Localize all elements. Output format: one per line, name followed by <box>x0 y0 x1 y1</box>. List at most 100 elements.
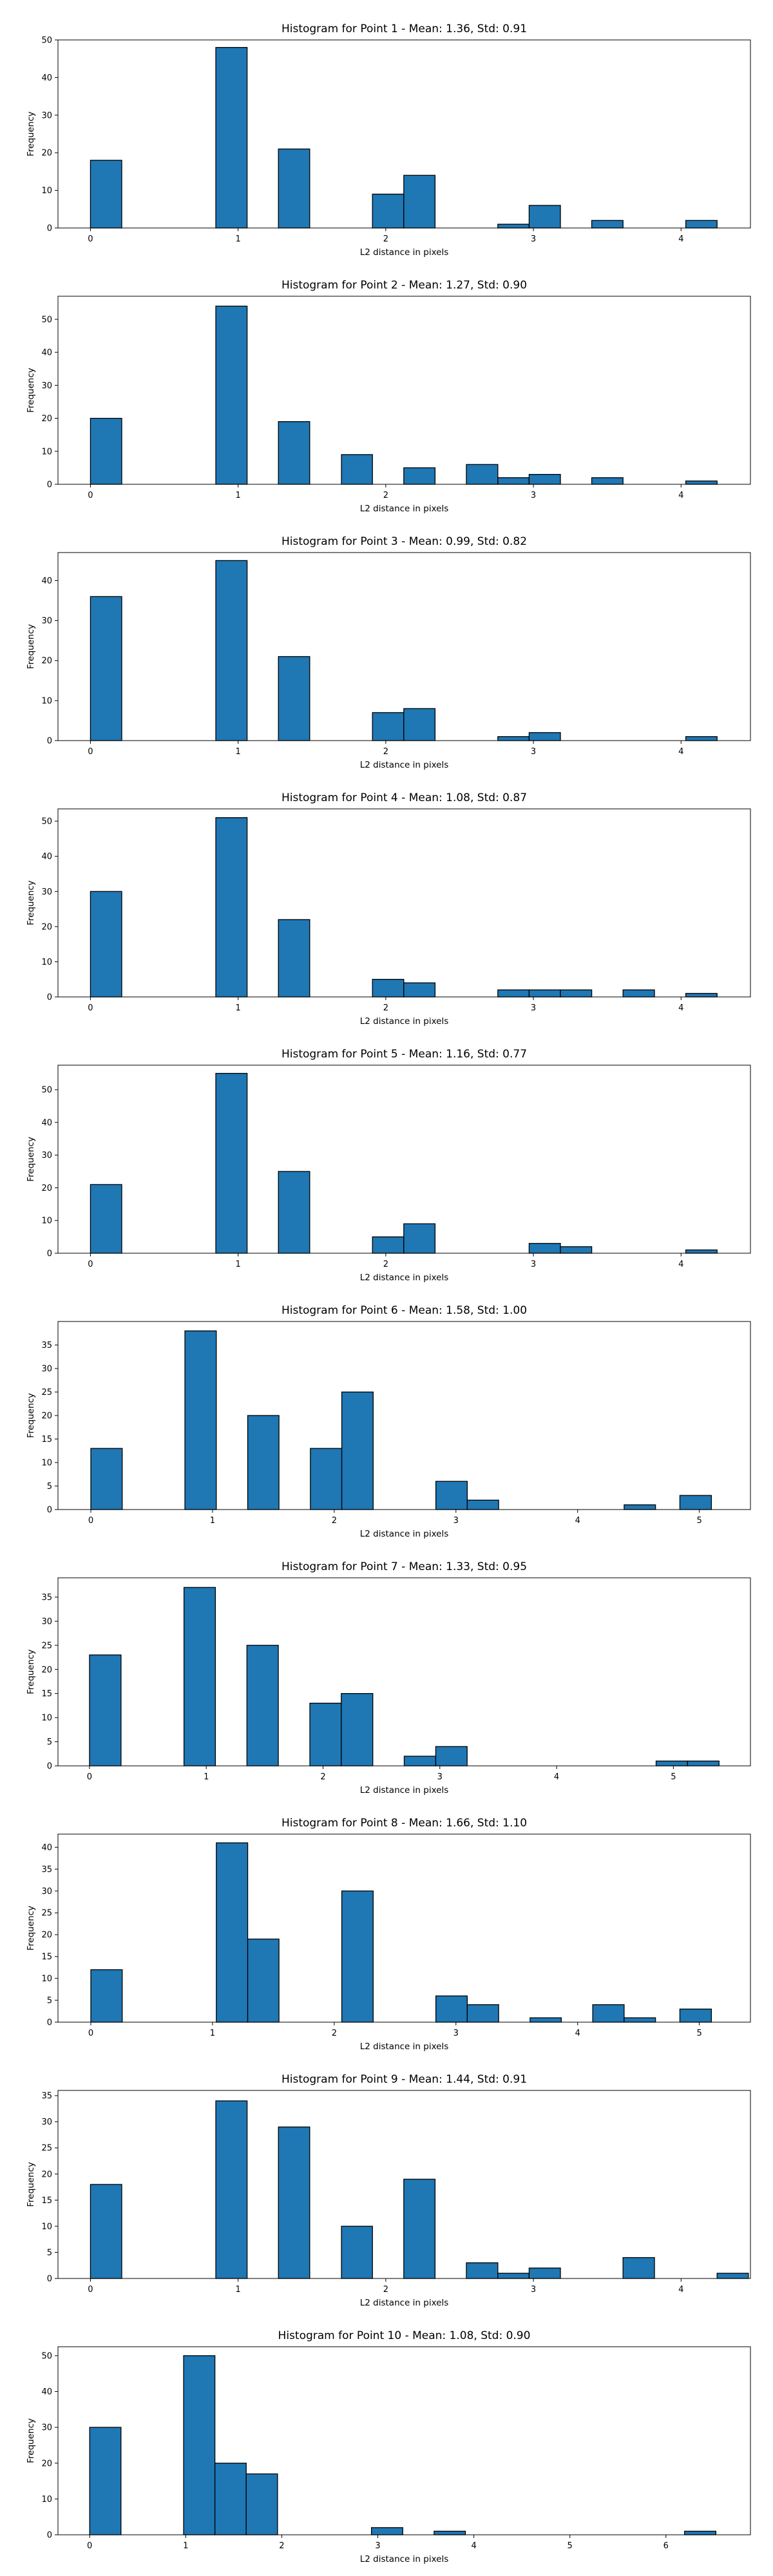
histogram-bar <box>560 989 593 998</box>
histogram-bar <box>403 175 436 229</box>
y-axis-label: Frequency <box>26 880 36 925</box>
x-tick-label: 4 <box>678 1260 683 1269</box>
y-tick-label: 30 <box>41 2423 52 2433</box>
histogram-bar <box>466 2262 499 2279</box>
plot-frame <box>57 1065 751 1254</box>
histogram-bar <box>528 2268 561 2279</box>
histogram-bar <box>528 1243 561 1254</box>
x-tick-label: 2 <box>383 234 388 244</box>
y-tick-label: 50 <box>41 36 52 46</box>
histogram-bar <box>278 656 310 741</box>
x-tick-label: 4 <box>678 1003 683 1013</box>
histogram-bar <box>624 2017 656 2023</box>
histogram-bar <box>90 2184 122 2279</box>
histogram-bar <box>497 2273 530 2279</box>
y-tick-label: 20 <box>41 2170 52 2179</box>
histogram-bar <box>560 1246 593 1254</box>
y-axis-label: Frequency <box>26 111 36 156</box>
histogram-panel-1: Histogram for Point 1 - Mean: 1.36, Std:… <box>26 23 751 258</box>
histogram-bar <box>497 736 530 741</box>
histogram-bar <box>679 2008 712 2023</box>
y-axis-label: Frequency <box>26 1649 36 1694</box>
y-tick-label: 30 <box>41 381 52 391</box>
x-tick-label: 0 <box>87 1772 92 1782</box>
histogram-bar <box>466 1499 499 1510</box>
histogram-panel-3: Histogram for Point 3 - Mean: 0.99, Std:… <box>26 535 751 770</box>
chart-title: Histogram for Point 4 - Mean: 1.08, Std:… <box>282 791 527 804</box>
histogram-bar <box>466 2004 499 2023</box>
histogram-bar <box>90 1448 123 1510</box>
y-tick-label: 10 <box>41 1459 52 1468</box>
histogram-bar <box>622 989 655 998</box>
histogram-bar <box>624 1504 656 1510</box>
histogram-bar <box>183 1587 216 1766</box>
y-tick-label: 40 <box>41 348 52 358</box>
x-tick-label: 4 <box>678 234 683 244</box>
x-tick-label: 1 <box>235 2285 240 2295</box>
histogram-bar <box>371 2527 403 2535</box>
histogram-bar <box>528 473 561 485</box>
x-tick-label: 2 <box>383 1003 388 1013</box>
x-axis-label: L2 distance in pixels <box>360 760 448 770</box>
histogram-panel-7: Histogram for Point 7 - Mean: 1.33, Std:… <box>26 1560 751 1795</box>
y-tick-label: 0 <box>47 2275 52 2284</box>
y-tick-label: 40 <box>41 1118 52 1128</box>
histogram-bar <box>215 2100 248 2279</box>
x-tick-label: 2 <box>383 747 388 757</box>
histogram-bar <box>215 817 248 998</box>
y-tick-label: 40 <box>41 1843 52 1853</box>
x-tick-label: 1 <box>235 491 240 500</box>
histogram-bar <box>278 421 310 485</box>
x-tick-label: 1 <box>235 234 240 244</box>
x-axis-label: L2 distance in pixels <box>360 247 448 258</box>
chart-title: Histogram for Point 10 - Mean: 1.08, Std… <box>278 2329 531 2342</box>
x-tick-label: 1 <box>183 2541 188 2551</box>
histogram-bar <box>214 2463 247 2535</box>
histogram-bar <box>372 193 405 229</box>
x-tick-label: 3 <box>375 2541 380 2551</box>
y-tick-label: 40 <box>41 73 52 83</box>
chart-title: Histogram for Point 3 - Mean: 0.99, Std:… <box>282 535 527 548</box>
y-tick-label: 35 <box>41 1865 52 1875</box>
y-tick-label: 0 <box>47 224 52 234</box>
chart-title: Histogram for Point 2 - Mean: 1.27, Std:… <box>282 279 527 292</box>
x-tick-label: 1 <box>204 1772 209 1782</box>
plot-frame <box>57 552 751 741</box>
x-axis-label: L2 distance in pixels <box>360 2554 448 2564</box>
histogram-bar <box>685 736 718 741</box>
histogram-bar <box>591 220 624 229</box>
histogram-bar <box>528 732 561 741</box>
histogram-bar <box>403 982 436 998</box>
x-tick-label: 1 <box>235 1260 240 1269</box>
y-tick-label: 20 <box>41 149 52 158</box>
y-tick-label: 10 <box>41 2495 52 2505</box>
y-axis-label: Frequency <box>26 2418 36 2463</box>
histogram-bar <box>679 1495 712 1510</box>
y-tick-label: 20 <box>41 656 52 666</box>
x-tick-label: 3 <box>531 1003 536 1013</box>
histogram-bar <box>278 919 310 998</box>
y-tick-label: 30 <box>41 2117 52 2127</box>
y-tick-label: 10 <box>41 186 52 196</box>
x-tick-label: 1 <box>210 1516 215 1526</box>
y-axis-label: Frequency <box>26 624 36 669</box>
histogram-bar <box>403 467 436 485</box>
x-tick-label: 4 <box>678 491 683 500</box>
x-tick-label: 0 <box>88 1516 93 1526</box>
x-axis-label: L2 distance in pixels <box>360 504 448 514</box>
plot-frame <box>57 2090 751 2279</box>
y-tick-label: 5 <box>47 1738 52 1747</box>
histogram-bar <box>341 1693 374 1766</box>
histogram-bar <box>622 2257 655 2279</box>
histogram-bar <box>247 1415 280 1510</box>
y-tick-label: 20 <box>41 2459 52 2468</box>
x-tick-label: 2 <box>320 1772 325 1782</box>
histogram-bar <box>246 1645 279 1766</box>
histogram-bar <box>90 1969 123 2023</box>
y-tick-label: 10 <box>41 1714 52 1723</box>
x-tick-label: 0 <box>88 747 93 757</box>
histogram-bar <box>89 1654 122 1766</box>
plot-frame <box>57 296 751 485</box>
y-tick-label: 50 <box>41 817 52 827</box>
